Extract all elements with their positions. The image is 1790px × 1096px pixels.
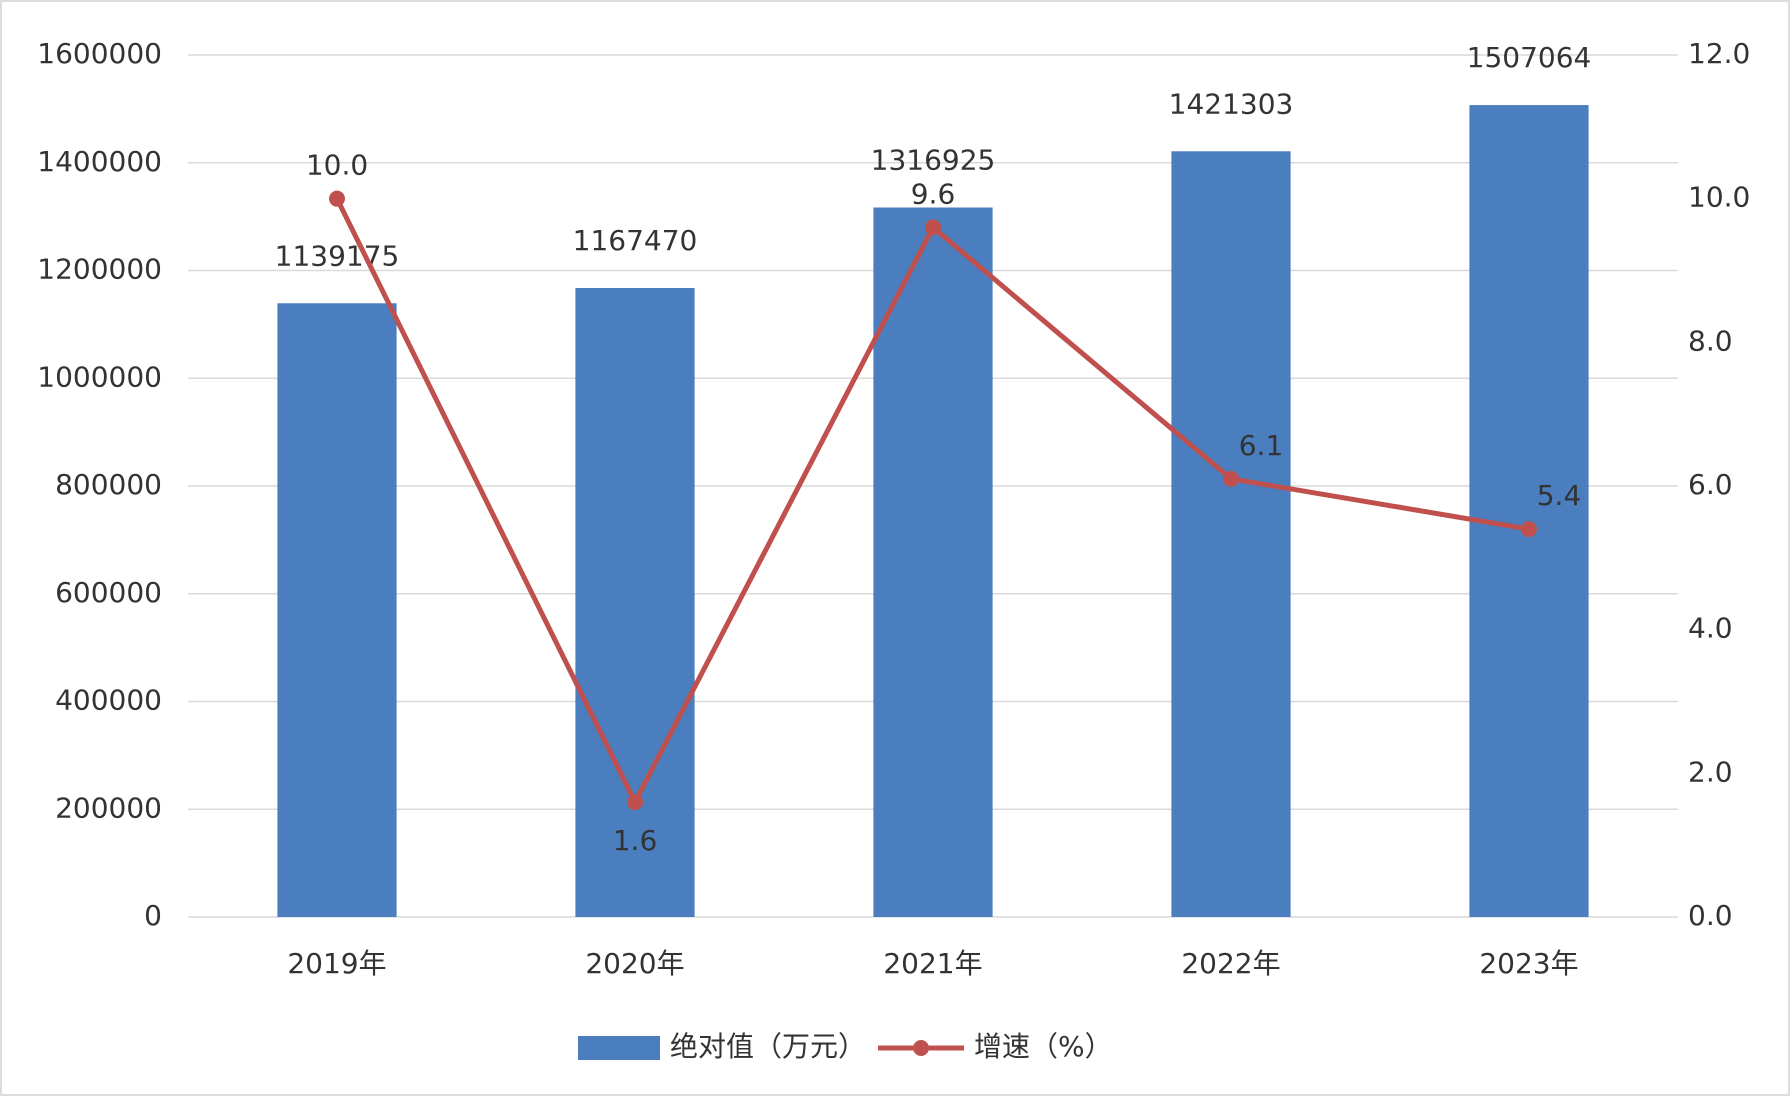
bar-value-label: 1139175 <box>275 239 400 272</box>
x-tick-label: 2021年 <box>883 947 982 980</box>
line-marker <box>627 794 643 811</box>
y2-tick-label: 12.0 <box>1688 37 1750 70</box>
x-tick-label: 2020年 <box>585 947 684 980</box>
x-tick-label: 2022年 <box>1181 947 1280 980</box>
y2-tick-label: 4.0 <box>1688 612 1733 645</box>
legend-swatch-marker <box>913 1040 930 1056</box>
y2-tick-label: 6.0 <box>1688 468 1733 501</box>
y-tick-label: 0 <box>144 899 162 932</box>
line-marker <box>1223 470 1239 487</box>
y-tick-label: 1600000 <box>37 37 162 70</box>
legend-label: 增速（%） <box>974 1030 1113 1063</box>
x-tick-label: 2019年 <box>287 947 386 980</box>
y-tick-label: 200000 <box>55 791 162 824</box>
y-tick-label: 400000 <box>55 684 162 717</box>
line-value-label: 10.0 <box>306 149 368 182</box>
y2-tick-label: 8.0 <box>1688 324 1733 357</box>
bar-value-label: 1421303 <box>1169 87 1294 120</box>
bar <box>1469 105 1589 917</box>
line-marker <box>1521 521 1537 538</box>
bar <box>575 288 695 918</box>
y-tick-label: 1200000 <box>37 253 162 286</box>
line-value-label: 9.6 <box>911 177 956 210</box>
y-tick-label: 1400000 <box>37 145 162 178</box>
y2-tick-label: 0.0 <box>1688 899 1733 932</box>
x-tick-label: 2023年 <box>1479 947 1578 980</box>
line-marker <box>925 219 941 236</box>
y2-tick-label: 10.0 <box>1688 181 1750 214</box>
y2-tick-label: 2.0 <box>1688 755 1733 788</box>
bar <box>873 207 993 917</box>
legend-swatch <box>578 1036 660 1060</box>
bar <box>277 303 397 917</box>
bar <box>1171 151 1291 917</box>
bar-value-label: 1507064 <box>1467 41 1592 74</box>
legend-label: 绝对值（万元） <box>670 1030 866 1063</box>
bar-value-label: 1316925 <box>871 144 996 177</box>
y-tick-label: 800000 <box>55 468 162 501</box>
line-marker <box>329 190 345 207</box>
line-value-label: 5.4 <box>1537 479 1582 512</box>
line-value-label: 6.1 <box>1239 429 1284 462</box>
y-tick-label: 600000 <box>55 576 162 609</box>
line-value-label: 1.6 <box>613 824 658 857</box>
y-tick-label: 1000000 <box>37 360 162 393</box>
bar-value-label: 1167470 <box>573 224 698 257</box>
